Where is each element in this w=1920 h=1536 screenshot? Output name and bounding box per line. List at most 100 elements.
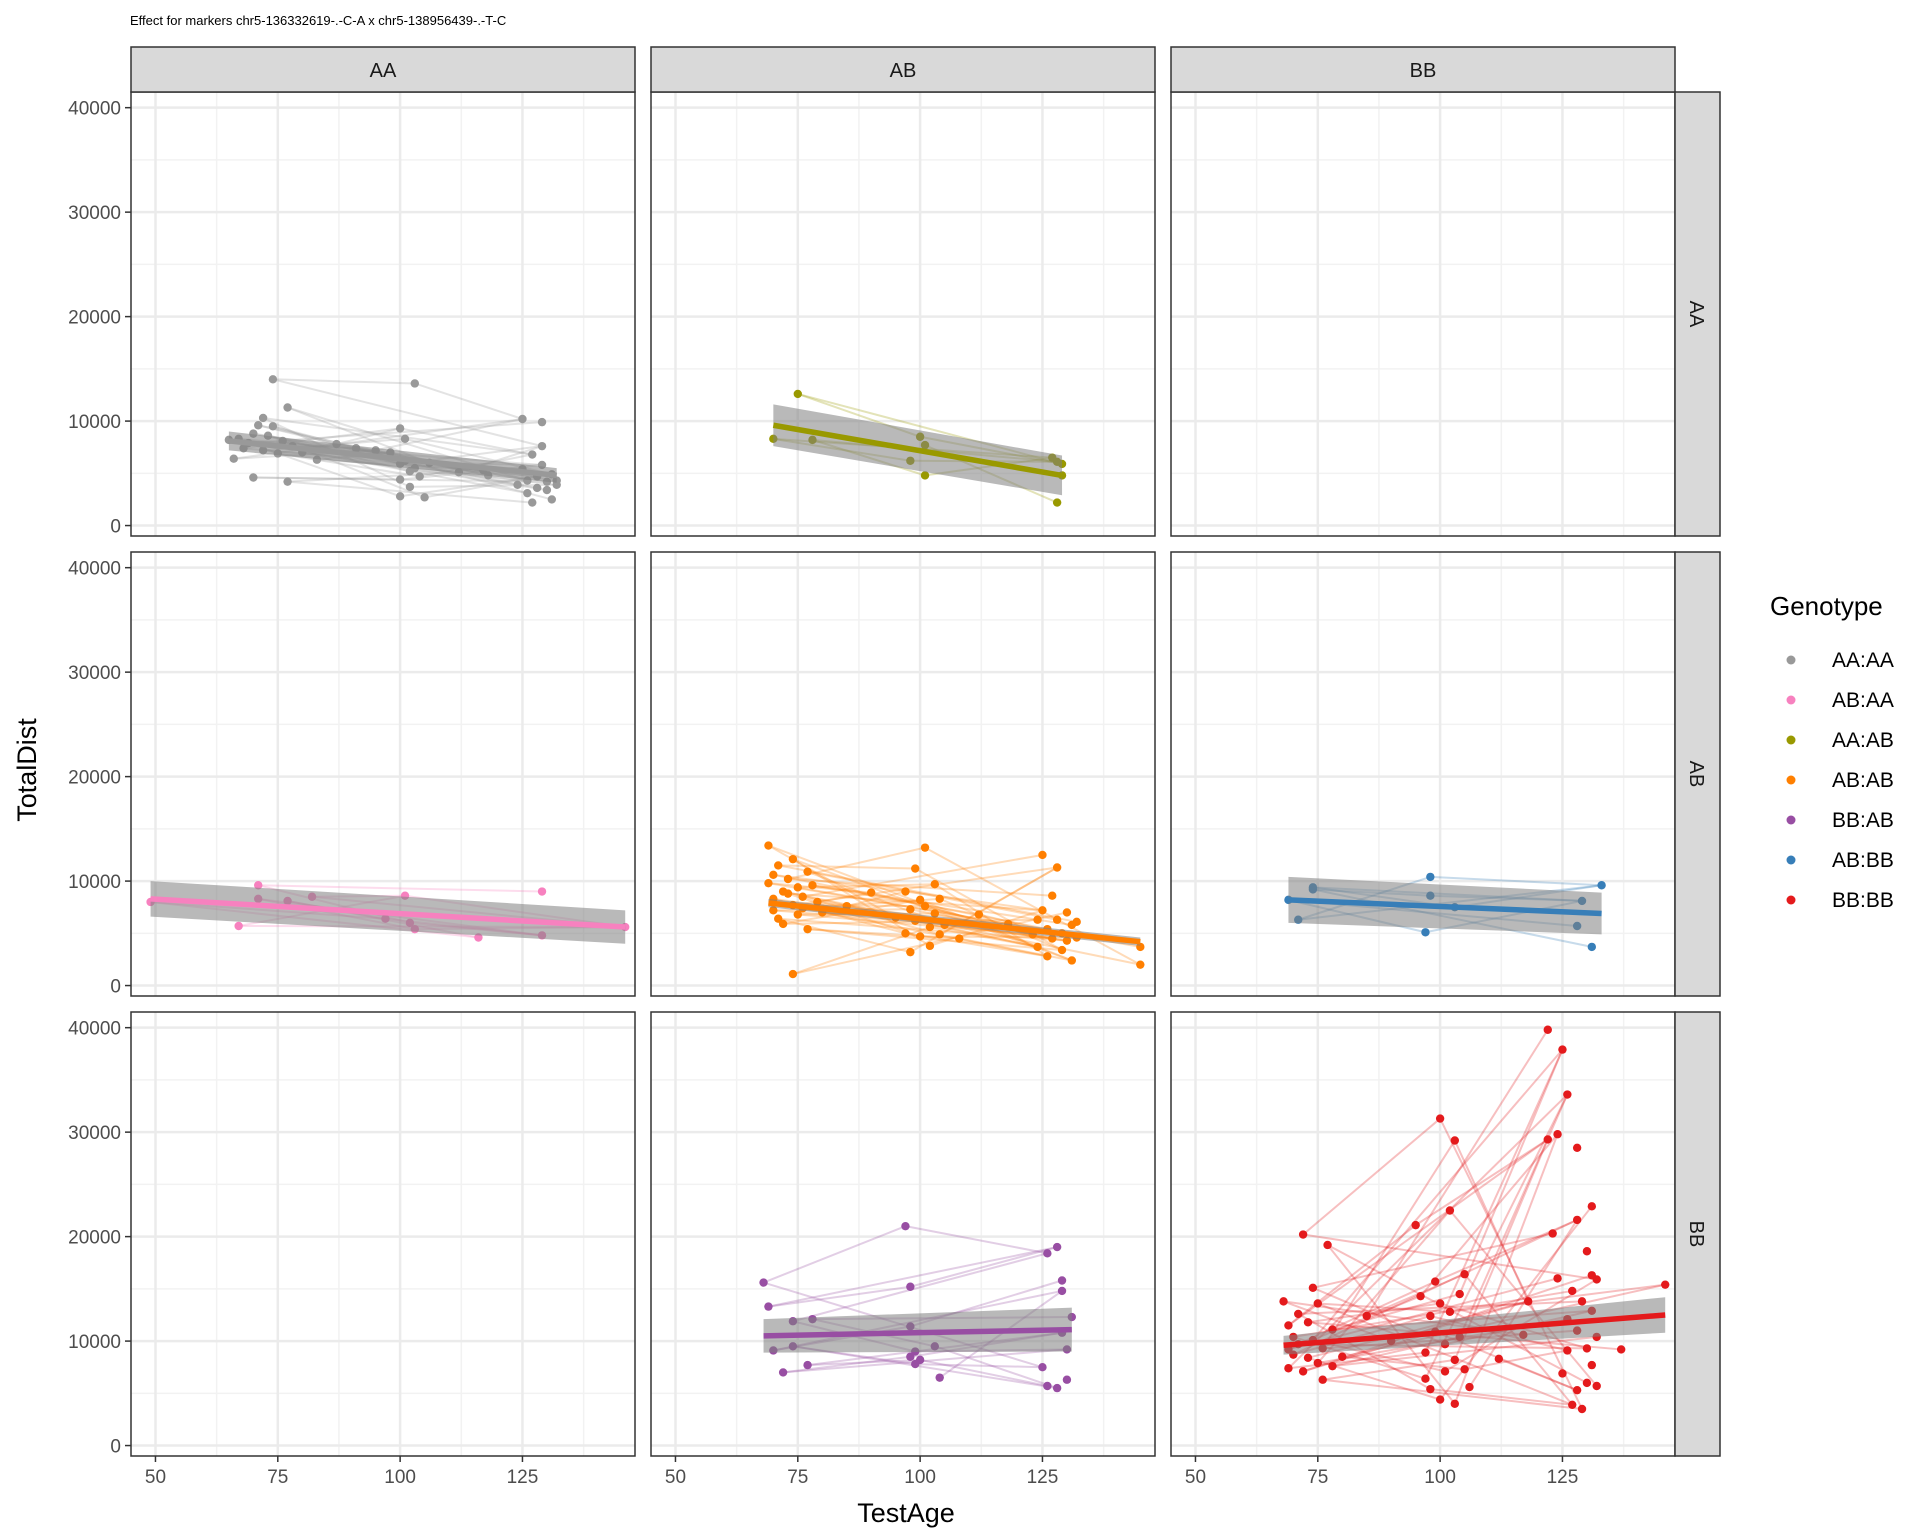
data-point (1450, 1399, 1460, 1408)
data-point (901, 1221, 910, 1231)
data-point (1313, 1299, 1322, 1308)
connector-line (1365, 1029, 1549, 1317)
connector-line (924, 846, 1141, 966)
x-tick-label: 50 (665, 1467, 686, 1488)
data-point (1582, 1378, 1592, 1388)
legend-item-AB:AB: AB:AB (1786, 769, 1894, 792)
x-tick-label: 125 (1027, 1467, 1059, 1488)
connector-line (1453, 1140, 1530, 1302)
data-point (1563, 1346, 1572, 1355)
x-tick-label: 75 (787, 1467, 808, 1488)
y-tick-label: 20000 (68, 308, 121, 329)
data-point (1563, 1090, 1572, 1099)
connector-line (782, 1355, 911, 1374)
strip-background (1170, 46, 1676, 93)
connector-line (773, 873, 1048, 931)
connector-line (812, 884, 1072, 926)
panel-border (130, 1011, 636, 1457)
connector-line (1468, 1219, 1578, 1388)
data-point (1298, 1367, 1308, 1376)
data-point (778, 1368, 788, 1377)
connector-line (807, 870, 1058, 921)
legend-item-AB:BB: AB:BB (1786, 849, 1894, 872)
data-point (1592, 1275, 1601, 1284)
legend-label: AA:AB (1832, 729, 1894, 752)
data-point (783, 874, 793, 884)
y-tick-label: 30000 (68, 663, 121, 684)
legend-key (1786, 855, 1796, 865)
connector-line (929, 926, 1038, 948)
connector-line (399, 475, 538, 498)
connector-line (258, 884, 543, 893)
connector-line (1322, 1378, 1583, 1410)
strip-background (1674, 551, 1721, 997)
connector-line (915, 1363, 1043, 1369)
data-point (1057, 945, 1067, 955)
x-axis-label: TestAge (857, 1498, 955, 1528)
connector-line (1366, 1273, 1465, 1317)
data-point (1592, 1381, 1601, 1391)
data-point (1597, 881, 1606, 890)
data-point (1052, 1242, 1062, 1252)
data-point (930, 880, 940, 889)
connector-line (778, 864, 916, 870)
data-point (532, 483, 542, 493)
data-point (1421, 1348, 1430, 1357)
data-point (1057, 1276, 1067, 1285)
connector-line (934, 883, 1048, 958)
data-point (1043, 1381, 1052, 1391)
data-point (769, 906, 778, 915)
connector-line (253, 476, 401, 481)
panel-border (650, 551, 1156, 997)
connector-line (409, 470, 489, 477)
data-point (935, 1373, 944, 1382)
connector-line (375, 418, 523, 452)
data-point (906, 905, 915, 914)
data-point (1362, 1311, 1371, 1321)
data-point (783, 889, 793, 898)
data-point (1548, 1229, 1557, 1238)
series-BB:AB (759, 1221, 1077, 1393)
data-point (542, 485, 552, 495)
data-point (925, 922, 935, 932)
strip-background (130, 46, 636, 93)
connector-line (1317, 1302, 1450, 1313)
connector-line (272, 378, 543, 448)
legend-label: BB:BB (1832, 889, 1894, 912)
data-point (1426, 1311, 1435, 1321)
data-point (528, 498, 537, 507)
data-point (1553, 1274, 1562, 1283)
connector-line (807, 928, 1063, 952)
panel-BB-AA: 0 10000 20000 30000 40000 50 75 100 125 (68, 1011, 636, 1488)
data-point (920, 471, 930, 480)
connector-line (1449, 1209, 1598, 1387)
data-point (901, 929, 910, 938)
strip-label: AA (370, 60, 397, 82)
data-point (788, 969, 798, 979)
connector-line (787, 877, 1053, 897)
data-point (935, 930, 944, 939)
data-point (395, 475, 405, 484)
series-AB:AA (146, 881, 630, 944)
y-tick-label: 20000 (68, 1228, 121, 1249)
data-point (769, 870, 778, 880)
data-point (1323, 1240, 1332, 1250)
data-point (1052, 863, 1062, 872)
connector-line (287, 471, 459, 483)
legend-item-AA:AB: AA:AB (1786, 729, 1894, 752)
connector-line (812, 884, 980, 916)
data-point (915, 932, 925, 941)
data-point (523, 488, 532, 498)
legend-key (1786, 655, 1796, 665)
legend-item-BB:AB: BB:AB (1786, 809, 1894, 832)
data-point (1460, 1270, 1469, 1279)
connector-line (1302, 1233, 1597, 1281)
connector-line (768, 882, 872, 894)
data-point (1568, 1400, 1577, 1410)
connector-line (1312, 1232, 1553, 1289)
data-point (906, 947, 915, 957)
connector-line (1439, 1118, 1583, 1410)
connector-line (1317, 1302, 1573, 1406)
connector-line (424, 475, 538, 499)
data-point (1048, 891, 1057, 900)
